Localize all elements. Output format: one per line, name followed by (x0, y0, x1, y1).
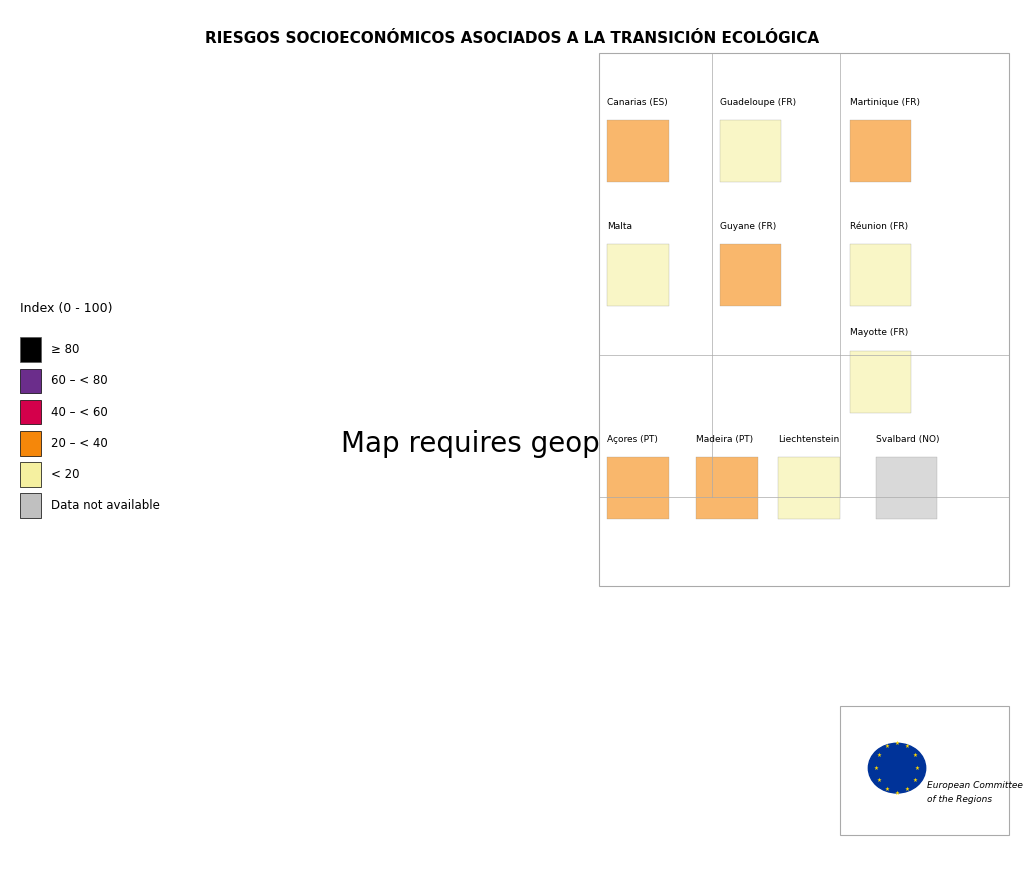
Text: Madeira (PT): Madeira (PT) (696, 435, 754, 444)
Text: ★: ★ (912, 753, 918, 758)
Text: < 20: < 20 (51, 468, 80, 480)
Text: European Committee: European Committee (927, 781, 1023, 790)
Text: 20 – < 40: 20 – < 40 (51, 437, 108, 449)
Text: Açores (PT): Açores (PT) (607, 435, 658, 444)
Text: ★: ★ (874, 765, 879, 771)
Text: ★: ★ (877, 753, 882, 758)
Text: ★: ★ (885, 787, 889, 792)
Text: Canarias (ES): Canarias (ES) (607, 98, 668, 107)
Text: 40 – < 60: 40 – < 60 (51, 406, 108, 418)
Text: Svalbard (NO): Svalbard (NO) (876, 435, 939, 444)
Text: ★: ★ (895, 741, 899, 746)
Text: RIESGOS SOCIOECONÓMICOS ASOCIADOS A LA TRANSICIÓN ECOLÓGICA: RIESGOS SOCIOECONÓMICOS ASOCIADOS A LA T… (205, 31, 819, 46)
Text: Liechtenstein: Liechtenstein (778, 435, 840, 444)
Text: ★: ★ (877, 778, 882, 783)
Text: Guyane (FR): Guyane (FR) (720, 222, 776, 231)
Text: ★: ★ (895, 790, 899, 796)
Text: Guadeloupe (FR): Guadeloupe (FR) (720, 98, 796, 107)
Text: Martinique (FR): Martinique (FR) (850, 98, 920, 107)
Text: 60 – < 80: 60 – < 80 (51, 375, 108, 387)
Text: Map requires geopandas: Map requires geopandas (341, 430, 683, 458)
Text: Malta: Malta (607, 222, 632, 231)
Text: Data not available: Data not available (51, 499, 160, 511)
Text: Mayotte (FR): Mayotte (FR) (850, 329, 908, 337)
Text: ★: ★ (905, 787, 909, 792)
Text: Réunion (FR): Réunion (FR) (850, 222, 908, 231)
Text: ★: ★ (912, 778, 918, 783)
Text: ★: ★ (915, 765, 920, 771)
Text: ★: ★ (885, 744, 889, 749)
Text: ≥ 80: ≥ 80 (51, 344, 80, 356)
Text: of the Regions: of the Regions (927, 795, 992, 804)
Text: ★: ★ (905, 744, 909, 749)
Text: Index (0 - 100): Index (0 - 100) (20, 302, 113, 315)
